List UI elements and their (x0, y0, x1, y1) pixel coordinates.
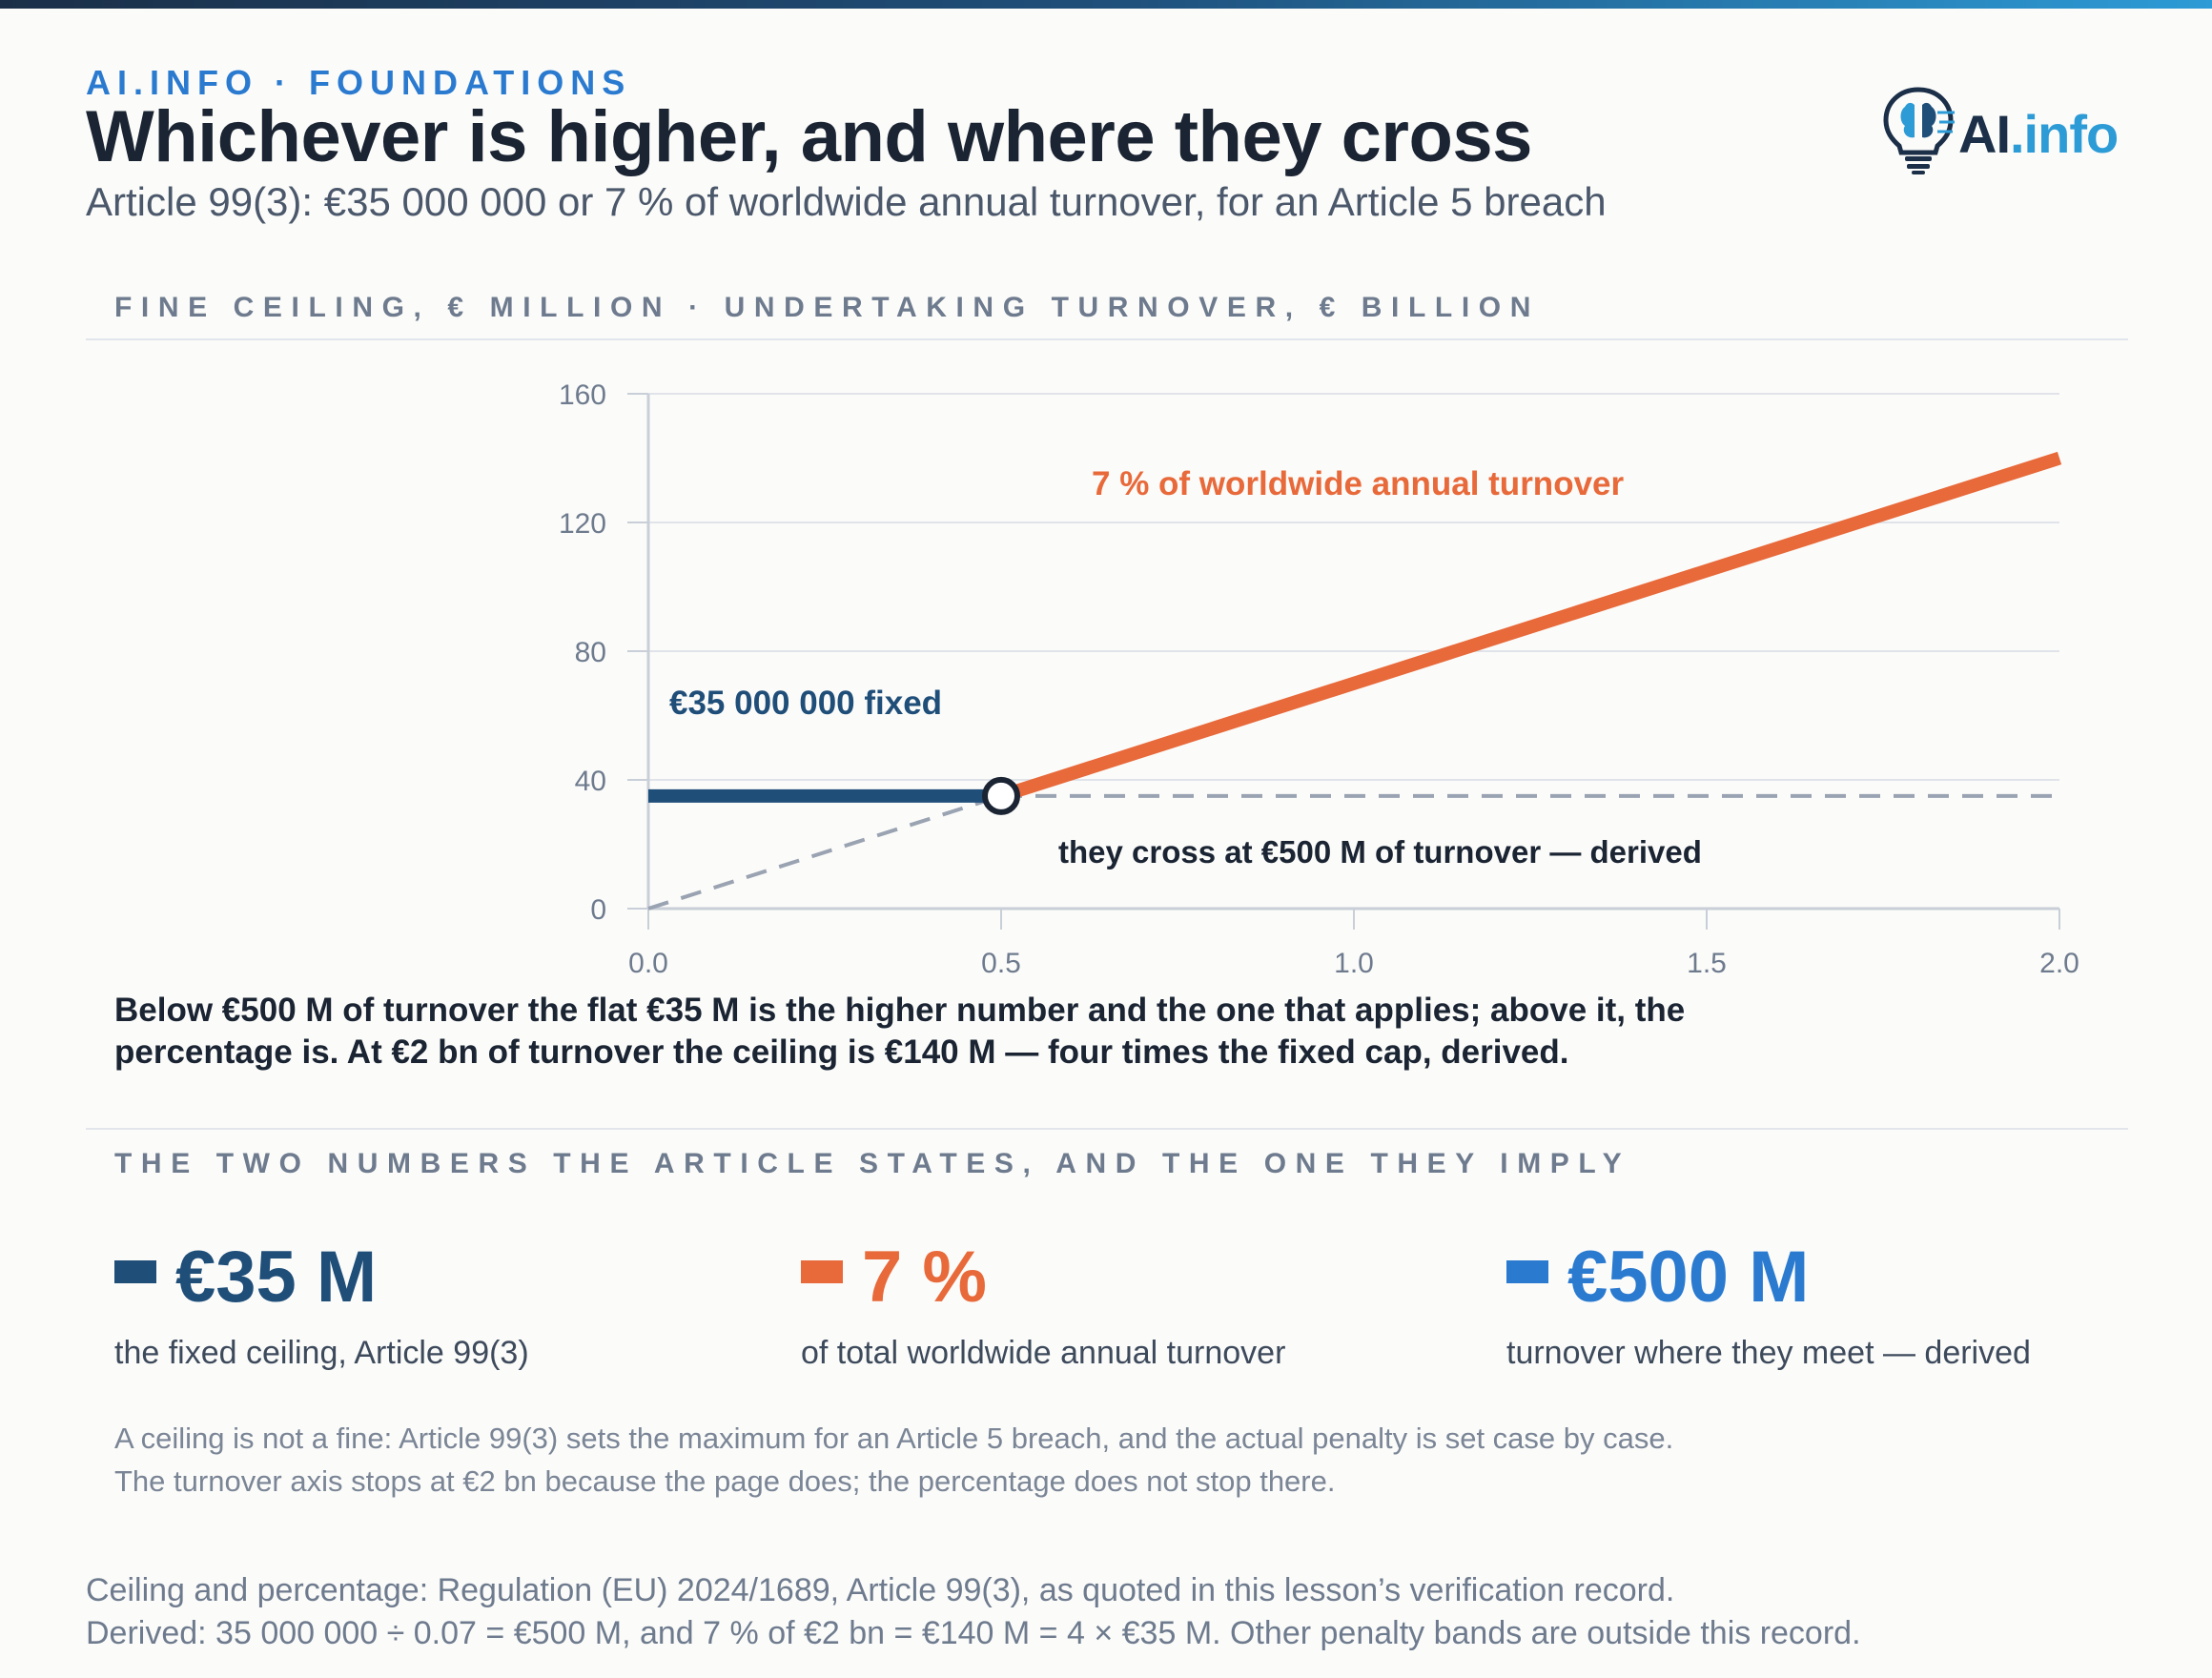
logo-text-info: .info (2010, 104, 2119, 164)
lightbulb-brain-icon (1883, 87, 1955, 174)
kicker: AI.INFO · FOUNDATIONS (86, 63, 632, 102)
chart-section-label: FINE CEILING, € MILLION · UNDERTAKING TU… (114, 292, 1540, 323)
stat-description: of total worldwide annual turnover (801, 1335, 1286, 1371)
note-line: The turnover axis stops at €2 bn because… (114, 1464, 1336, 1498)
y-tick-label: 0 (590, 894, 606, 926)
stat-swatch (114, 1260, 156, 1283)
brand-logo[interactable]: AI.info (1880, 84, 2128, 175)
explanatory-note: A ceiling is not a fine: Article 99(3) s… (114, 1417, 2021, 1503)
y-tick-label: 160 (559, 379, 606, 411)
x-tick-label: 1.5 (1687, 948, 1727, 979)
stat-value: €35 M (175, 1237, 378, 1318)
stat-value: €500 M (1567, 1237, 1810, 1318)
chart-caption: Below €500 M of turnover the flat €35 M … (114, 992, 1686, 1071)
percent-series-label: 7 % of worldwide annual turnover (1092, 465, 1624, 502)
x-tick-label: 1.0 (1334, 948, 1374, 979)
stats-section-label: THE TWO NUMBERS THE ARTICLE STATES, AND … (114, 1148, 1631, 1179)
page-title: Whichever is higher, and where they cros… (86, 96, 1532, 177)
dashed-reference-line (647, 793, 1002, 911)
logo-text-ai: AI (1958, 104, 2011, 164)
y-tick-label: 120 (559, 508, 606, 540)
source-footer: Ceiling and percentage: Regulation (EU) … (86, 1569, 2126, 1655)
stat-swatch (801, 1260, 843, 1283)
top-accent-bar (0, 0, 2212, 9)
footer-line: Derived: 35 000 000 ÷ 0.07 = €500 M, and… (86, 1615, 1861, 1651)
x-tick-label: 0.5 (981, 948, 1021, 979)
stat-description: the fixed ceiling, Article 99(3) (114, 1335, 529, 1371)
stat-swatch (1506, 1260, 1548, 1283)
stat-description: turnover where they meet — derived (1506, 1335, 2031, 1371)
y-tick-label: 80 (575, 637, 606, 668)
crossover-point (982, 776, 1020, 815)
crossover-annotation: they cross at €500 M of turnover — deriv… (1058, 834, 1702, 870)
y-tick-label: 40 (575, 766, 606, 797)
footer-line: Ceiling and percentage: Regulation (EU) … (86, 1572, 1675, 1608)
fine-ceiling-chart: 0 40 80 120 160 0.0 0.5 1.0 1.5 2.0 €35 000 000 fi… (559, 379, 2079, 979)
logo-wordmark: AI.info (1958, 103, 2119, 165)
page-subtitle: Article 99(3): €35 000 000 or 7 % of wor… (86, 179, 1607, 224)
x-tick-label: 0.0 (628, 948, 668, 979)
divider (86, 338, 2128, 340)
x-tick-label: 2.0 (2039, 948, 2079, 979)
divider (86, 1128, 2128, 1130)
fixed-series-label: €35 000 000 fixed (669, 685, 942, 722)
series-line (998, 451, 2062, 803)
stat-value: 7 % (862, 1237, 987, 1318)
note-line: A ceiling is not a fine: Article 99(3) s… (114, 1422, 1674, 1455)
